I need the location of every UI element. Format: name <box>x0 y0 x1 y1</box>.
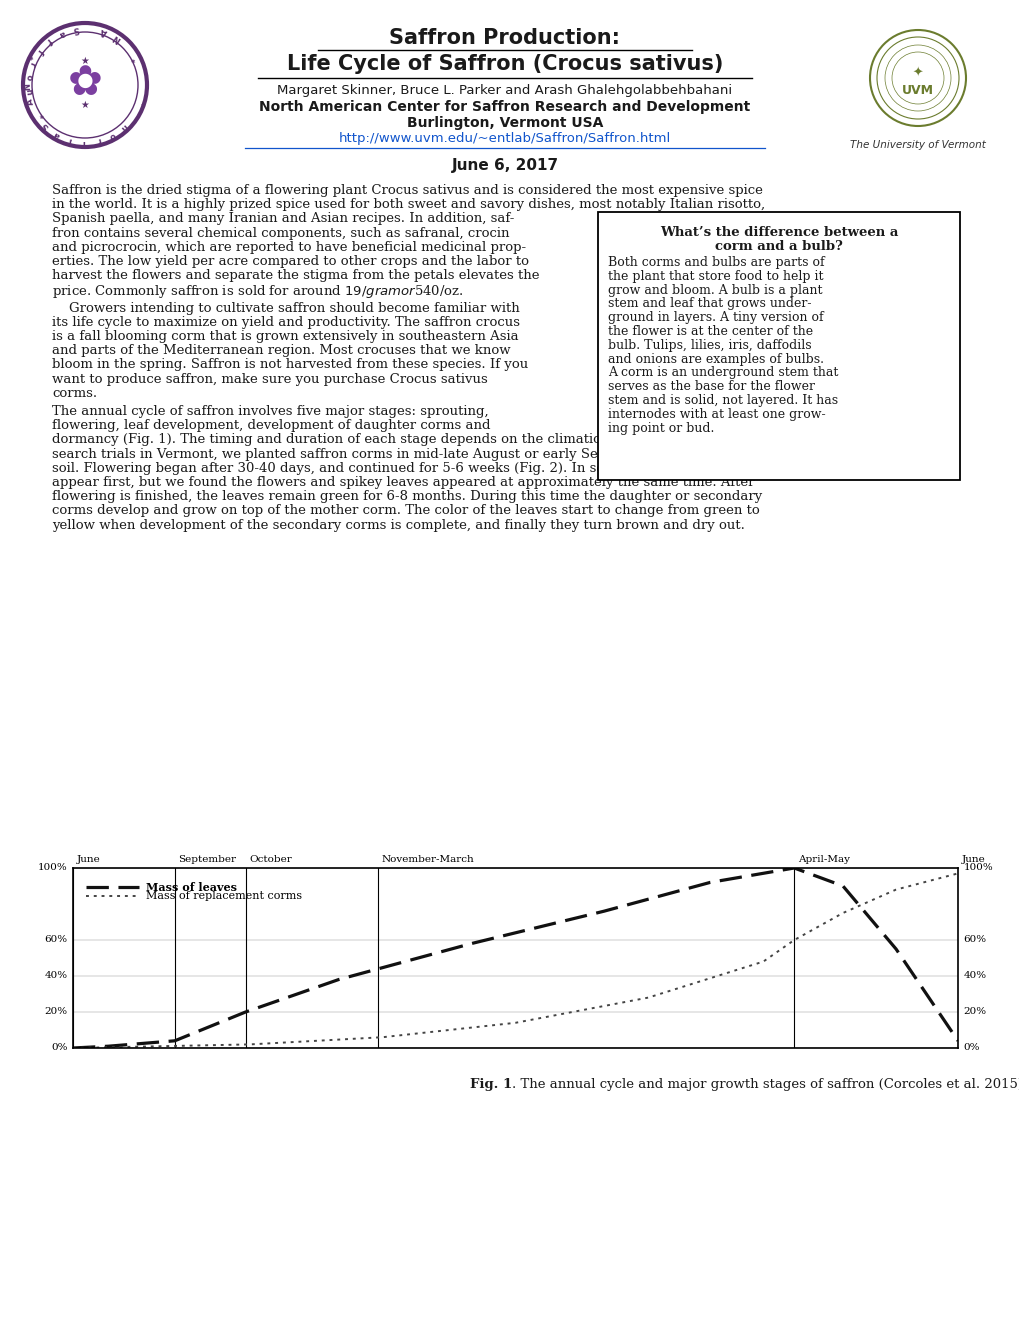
Text: N: N <box>111 32 122 44</box>
Text: is a fall blooming corm that is grown extensively in southeastern Asia: is a fall blooming corm that is grown ex… <box>52 330 518 343</box>
Text: *: * <box>34 114 44 123</box>
Text: 100%: 100% <box>38 863 67 873</box>
Text: Spanish paella, and many Iranian and Asian recipes. In addition, saf-: Spanish paella, and many Iranian and Asi… <box>52 213 514 226</box>
Text: A: A <box>25 96 36 106</box>
Text: corms develop and grow on top of the mother corm. The color of the leaves start : corms develop and grow on top of the mot… <box>52 504 759 517</box>
Text: 20%: 20% <box>962 1007 985 1016</box>
Text: 100%: 100% <box>962 863 993 873</box>
Text: the plant that store food to help it: the plant that store food to help it <box>607 269 822 282</box>
Text: Saffron is the dried stigma of a flowering plant Crocus sativus and is considere: Saffron is the dried stigma of a floweri… <box>52 183 762 197</box>
Text: soil. Flowering began after 30-40 days, and continued for 5-6 weeks (Fig. 2). In: soil. Flowering began after 30-40 days, … <box>52 462 761 475</box>
Text: and parts of the Mediterranean region. Most crocuses that we know: and parts of the Mediterranean region. M… <box>52 345 511 358</box>
Text: 60%: 60% <box>45 936 67 945</box>
Text: fron contains several chemical components, such as safranal, crocin: fron contains several chemical component… <box>52 227 510 240</box>
Text: . The annual cycle and major growth stages of saffron (Corcoles et al. 2015).: . The annual cycle and major growth stag… <box>512 1078 1019 1092</box>
Text: ground in layers. A tiny version of: ground in layers. A tiny version of <box>607 312 822 325</box>
Text: search trials in Vermont, we planted saffron corms in mid-late August or early S: search trials in Vermont, we planted saf… <box>52 447 767 461</box>
Text: ing point or bud.: ing point or bud. <box>607 421 713 434</box>
Text: April-May: April-May <box>797 854 849 863</box>
Text: 20%: 20% <box>45 1007 67 1016</box>
Text: Life Cycle of Saffron (Crocus sativus): Life Cycle of Saffron (Crocus sativus) <box>286 54 722 74</box>
Text: *: * <box>30 55 39 63</box>
Text: n: n <box>23 88 34 95</box>
Text: in the world. It is a highly prized spice used for both sweet and savory dishes,: in the world. It is a highly prized spic… <box>52 198 764 211</box>
Text: Margaret Skinner, Bruce L. Parker and Arash Ghalehgolabbehbahani: Margaret Skinner, Bruce L. Parker and Ar… <box>277 84 732 96</box>
Text: internodes with at least one grow-: internodes with at least one grow- <box>607 408 824 421</box>
Text: Growers intending to cultivate saffron should become familiar with: Growers intending to cultivate saffron s… <box>52 301 520 314</box>
Text: dormancy (Fig. 1). The timing and duration of each stage depends on the climatic: dormancy (Fig. 1). The timing and durati… <box>52 433 754 446</box>
Text: ★: ★ <box>81 100 90 110</box>
Text: Mass of leaves: Mass of leaves <box>146 882 236 892</box>
Text: erties. The low yield per acre compared to other crops and the labor to: erties. The low yield per acre compared … <box>52 255 529 268</box>
Text: Both corms and bulbs are parts of: Both corms and bulbs are parts of <box>607 256 823 269</box>
Text: f: f <box>45 36 54 45</box>
Text: 40%: 40% <box>45 972 67 981</box>
Text: June: June <box>76 854 100 863</box>
Text: October: October <box>249 854 291 863</box>
Text: corm and a bulb?: corm and a bulb? <box>714 240 842 253</box>
Text: Burlington, Vermont USA: Burlington, Vermont USA <box>407 116 602 129</box>
Text: grow and bloom. A bulb is a plant: grow and bloom. A bulb is a plant <box>607 284 821 297</box>
Text: and onions are examples of bulbs.: and onions are examples of bulbs. <box>607 352 823 366</box>
Text: ★: ★ <box>81 55 90 66</box>
Text: appear first, but we found the flowers and spikey leaves appeared at approximate: appear first, but we found the flowers a… <box>52 477 754 488</box>
Text: corms.: corms. <box>52 387 97 400</box>
Text: November-March: November-March <box>381 854 474 863</box>
Text: want to produce saffron, make sure you purchase Crocus sativus: want to produce saffron, make sure you p… <box>52 372 487 385</box>
Text: the flower is at the center of the: the flower is at the center of the <box>607 325 812 338</box>
Text: S: S <box>71 24 79 34</box>
Text: A: A <box>99 26 108 37</box>
Text: serves as the base for the flower: serves as the base for the flower <box>607 380 814 393</box>
Text: What’s the difference between a: What’s the difference between a <box>659 226 898 239</box>
Text: r: r <box>28 59 37 67</box>
Text: harvest the flowers and separate the stigma from the petals elevates the: harvest the flowers and separate the sti… <box>52 269 539 282</box>
Text: flowering is finished, the leaves remain green for 6-8 months. During this time : flowering is finished, the leaves remain… <box>52 490 761 503</box>
Text: June: June <box>961 854 984 863</box>
Text: June 6, 2017: June 6, 2017 <box>451 158 558 173</box>
Text: price. Commonly saffron is sold for around $19/gram or $540/oz.: price. Commonly saffron is sold for arou… <box>52 284 464 301</box>
Text: o: o <box>107 129 116 140</box>
Text: n: n <box>118 121 129 132</box>
Text: Mass of replacement corms: Mass of replacement corms <box>146 891 302 902</box>
Text: and picrocrocin, which are reported to have beneficial medicinal prop-: and picrocrocin, which are reported to h… <box>52 240 526 253</box>
Text: http://www.uvm.edu/~entlab/Saffron/Saffron.html: http://www.uvm.edu/~entlab/Saffron/Saffr… <box>338 132 671 145</box>
Text: bloom in the spring. Saffron is not harvested from these species. If you: bloom in the spring. Saffron is not harv… <box>52 359 528 371</box>
Text: yellow when development of the secondary corms is complete, and finally they tur: yellow when development of the secondary… <box>52 519 744 532</box>
Text: bulb. Tulips, lilies, iris, daffodils: bulb. Tulips, lilies, iris, daffodils <box>607 339 811 352</box>
Text: 60%: 60% <box>962 936 985 945</box>
Text: stem and is solid, not layered. It has: stem and is solid, not layered. It has <box>607 393 838 407</box>
Text: North American Center for Saffron Research and Development: North American Center for Saffron Resear… <box>259 100 750 114</box>
Text: stem and leaf that grows under-: stem and leaf that grows under- <box>607 297 811 310</box>
Text: Saffron Production:: Saffron Production: <box>389 28 620 48</box>
Text: The University of Vermont: The University of Vermont <box>849 140 985 150</box>
Text: flowering, leaf development, development of daughter corms and: flowering, leaf development, development… <box>52 420 490 432</box>
Text: September: September <box>178 854 236 863</box>
Text: 0%: 0% <box>962 1044 979 1052</box>
Text: UVM: UVM <box>901 83 933 96</box>
Text: N: N <box>23 83 33 91</box>
Text: r: r <box>96 136 102 145</box>
Text: ✦: ✦ <box>912 66 922 79</box>
Text: o: o <box>23 74 34 81</box>
Text: a: a <box>57 28 66 38</box>
Text: *: * <box>135 99 144 106</box>
FancyBboxPatch shape <box>597 213 959 480</box>
Text: 0%: 0% <box>51 1044 67 1052</box>
Text: Fig. 1: Fig. 1 <box>470 1078 512 1092</box>
Text: f: f <box>67 135 73 145</box>
Text: ✿: ✿ <box>67 62 102 104</box>
Text: S: S <box>40 120 50 131</box>
Text: *: * <box>130 55 141 63</box>
Text: 40%: 40% <box>962 972 985 981</box>
Text: f: f <box>83 137 87 147</box>
Text: A corm is an underground stem that: A corm is an underground stem that <box>607 367 838 379</box>
Text: f: f <box>35 46 44 55</box>
Text: its life cycle to maximize on yield and productivity. The saffron crocus: its life cycle to maximize on yield and … <box>52 315 520 329</box>
Text: The annual cycle of saffron involves five major stages: sprouting,: The annual cycle of saffron involves fiv… <box>52 405 488 418</box>
Text: a: a <box>52 129 61 140</box>
